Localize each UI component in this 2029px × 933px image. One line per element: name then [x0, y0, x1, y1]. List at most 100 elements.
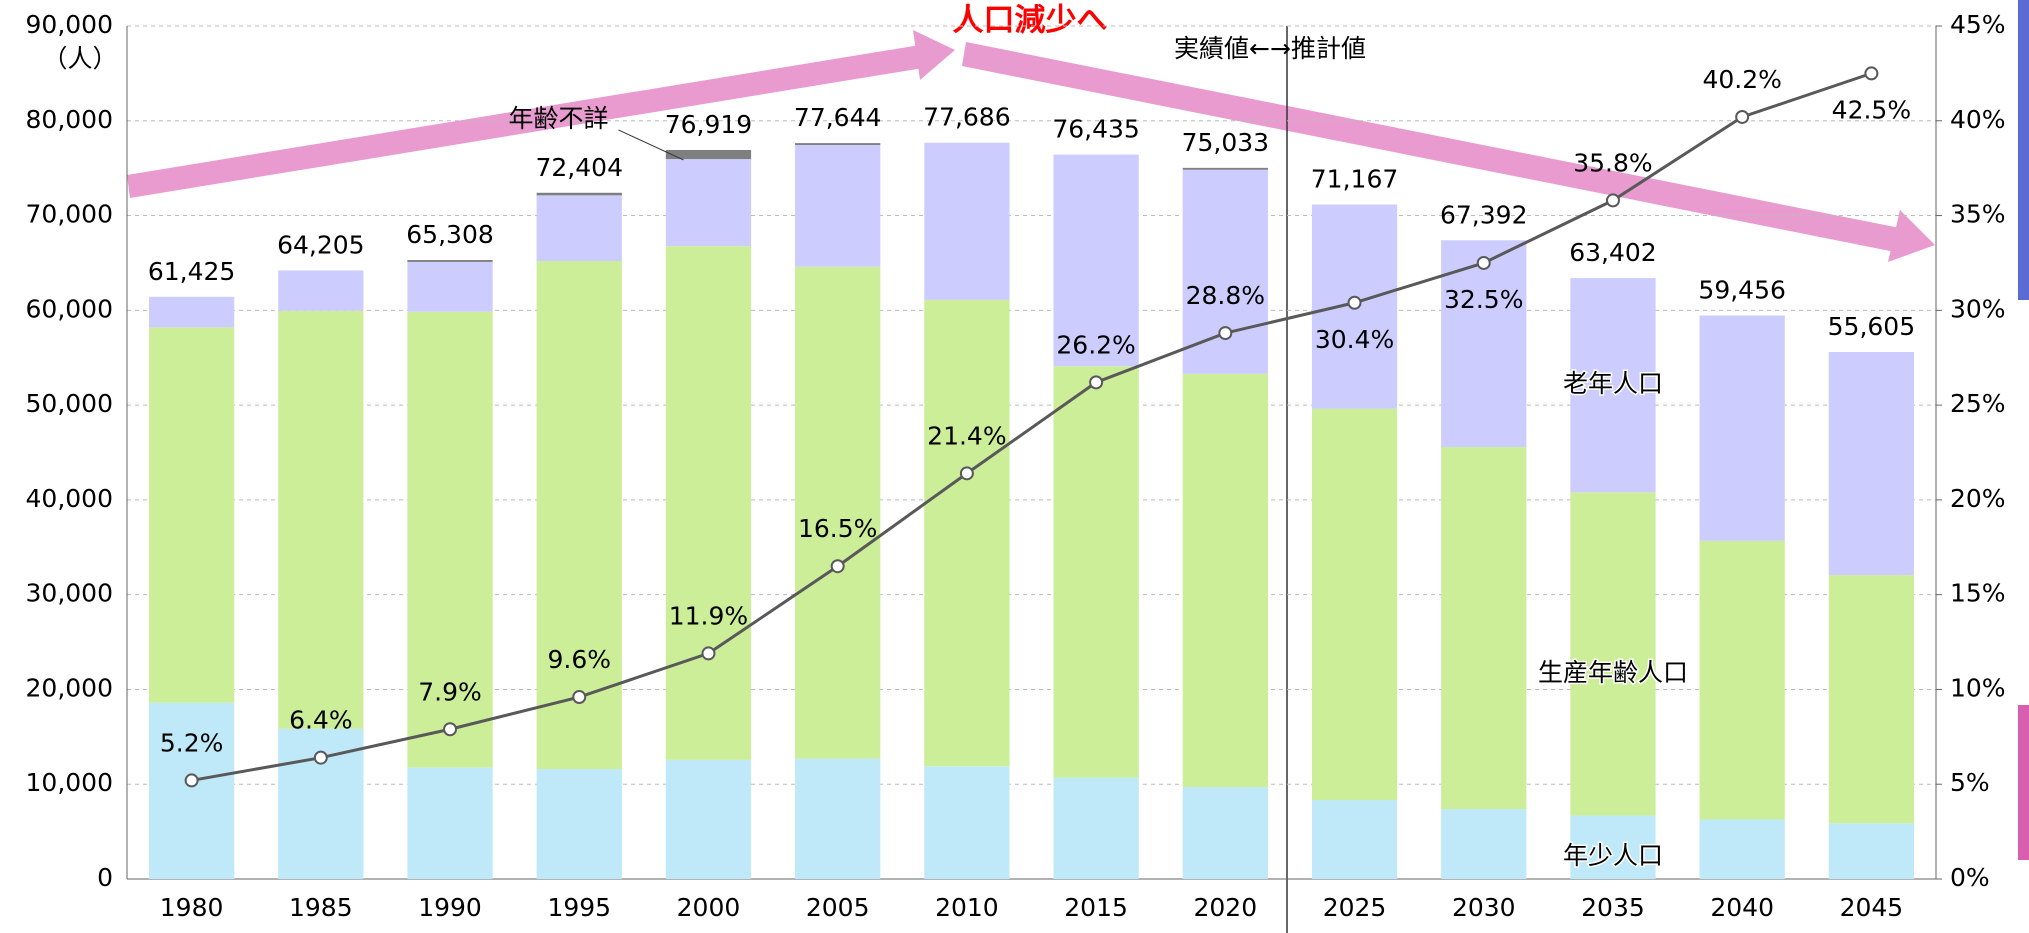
series-label: 年少人口 — [1563, 841, 1663, 870]
ratio-label: 32.5% — [1444, 285, 1523, 314]
ratio-point — [1218, 326, 1233, 341]
x-tick-label: 2045 — [1840, 893, 1904, 922]
ratio-label: 28.8% — [1186, 281, 1265, 310]
ratio-label: 21.4% — [927, 421, 1006, 450]
bar-segment — [1570, 278, 1656, 493]
ratio-label: 9.6% — [547, 645, 611, 674]
y2-tick-label: 10% — [1950, 673, 2006, 702]
x-tick-label: 2005 — [806, 893, 870, 922]
ratio-point — [572, 690, 587, 705]
bar-segment — [1828, 823, 1915, 879]
x-tick-label: 2030 — [1452, 893, 1516, 922]
x-tick-label: 2040 — [1710, 893, 1774, 922]
ratio-line — [191, 71, 1872, 782]
y2-tick-label: 20% — [1950, 484, 2006, 513]
total-label: 71,167 — [1311, 164, 1398, 193]
x-tick-label: 1990 — [418, 893, 482, 922]
bar-segment — [536, 261, 622, 770]
fall-arrow-head — [1888, 210, 1935, 262]
bar-segment — [665, 159, 752, 247]
total-label: 59,456 — [1698, 275, 1785, 304]
bar-segment — [148, 327, 235, 703]
bar-segment — [407, 767, 493, 879]
bar-segment — [1570, 815, 1656, 879]
bar-segment — [1828, 351, 1915, 576]
ratio-point — [1735, 109, 1750, 124]
bar-segment — [1570, 492, 1656, 816]
bar-segment — [1828, 575, 1915, 824]
total-label: 77,686 — [923, 103, 1010, 132]
bar-segment — [148, 702, 235, 879]
ratio-label: 5.2% — [160, 728, 224, 757]
y2-tick-label: 45% — [1950, 10, 2006, 39]
x-tick-label: 2000 — [677, 893, 741, 922]
total-label: 76,919 — [665, 110, 752, 139]
fall-arrow — [962, 42, 1900, 252]
bar-segment — [795, 266, 881, 759]
y2-tick-label: 40% — [1950, 105, 2006, 134]
total-label: 76,435 — [1052, 115, 1139, 144]
y-tick-label: 20,000 — [26, 673, 113, 702]
ratio-point — [443, 722, 458, 737]
x-tick-label: 2020 — [1194, 893, 1258, 922]
y2-tick-label: 35% — [1950, 200, 2006, 229]
y2-tick-label: 5% — [1950, 768, 1990, 797]
total-label: 61,425 — [148, 257, 235, 286]
annotation: 人口減少へ — [953, 3, 1108, 39]
bar-segment — [665, 759, 752, 879]
total-label: 67,392 — [1440, 200, 1527, 229]
bar-segment — [1053, 777, 1139, 879]
ratio-point — [830, 559, 845, 574]
y-axis-label: （人） — [42, 44, 117, 73]
bar-segment — [278, 270, 364, 311]
bar-segment — [1311, 800, 1398, 879]
bar-segment — [924, 142, 1010, 300]
bar-segment — [924, 299, 1010, 767]
total-label: 75,033 — [1182, 128, 1269, 157]
y-tick-label: 70,000 — [26, 200, 113, 229]
bar-segment — [407, 260, 493, 262]
y-tick-label: 30,000 — [26, 579, 113, 608]
y-tick-label: 40,000 — [26, 484, 113, 513]
total-label: 63,402 — [1569, 238, 1656, 267]
annotation: 実績値←→推計値 — [1174, 34, 1366, 63]
bar-segment — [665, 246, 752, 760]
bar-segment — [795, 143, 881, 146]
bar-segment — [1182, 373, 1268, 788]
ratio-label: 30.4% — [1315, 325, 1394, 354]
x-tick-label: 2010 — [935, 893, 999, 922]
bar-segment — [665, 149, 752, 160]
y2-tick-label: 25% — [1950, 389, 2006, 418]
total-label: 64,205 — [277, 230, 364, 259]
y-tick-label: 10,000 — [26, 768, 113, 797]
bar-segment — [1441, 447, 1527, 810]
y-tick-label: 0 — [97, 863, 113, 892]
bar-segment — [536, 195, 622, 262]
total-label: 65,308 — [406, 220, 493, 249]
ratio-label: 40.2% — [1702, 65, 1781, 94]
y2-tick-label: 15% — [1950, 579, 2006, 608]
ratio-point — [313, 750, 328, 765]
edge-decoration — [2018, 0, 2029, 300]
rise-arrow-head — [913, 30, 955, 80]
ratio-point — [701, 646, 716, 661]
bar-segment — [924, 766, 1010, 879]
y2-tick-label: 0% — [1950, 863, 1990, 892]
x-tick-label: 1980 — [160, 893, 224, 922]
bar-segment — [795, 758, 881, 879]
y-tick-label: 80,000 — [26, 105, 113, 134]
bar-segment — [1182, 787, 1268, 879]
rise-arrow — [127, 45, 923, 198]
total-label: 72,404 — [536, 153, 623, 182]
bar-segment — [795, 145, 881, 267]
x-tick-label: 2015 — [1064, 893, 1128, 922]
x-tick-label: 1995 — [547, 893, 611, 922]
ratio-point — [1605, 193, 1620, 208]
ratio-label: 26.2% — [1056, 330, 1135, 359]
bar-segment — [407, 311, 493, 768]
series-label: 老年人口 — [1563, 369, 1663, 398]
total-label: 55,605 — [1828, 312, 1915, 341]
y2-tick-label: 30% — [1950, 294, 2006, 323]
y-tick-label: 50,000 — [26, 389, 113, 418]
